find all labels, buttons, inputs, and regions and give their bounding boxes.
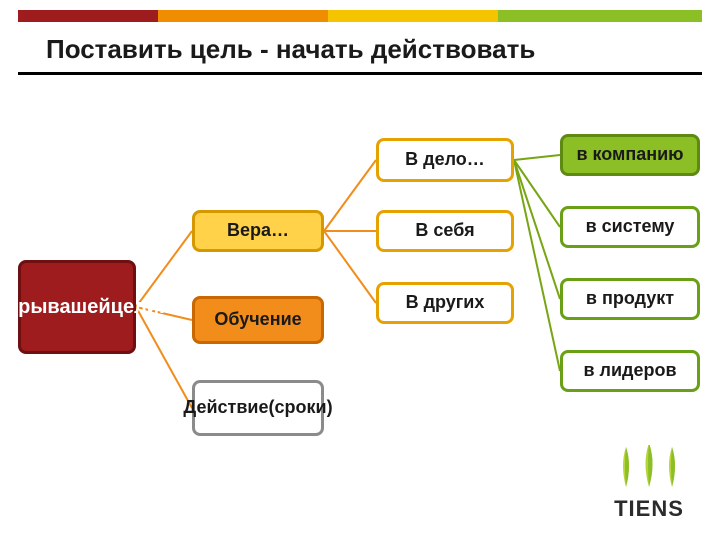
brand-logo: TIENS xyxy=(606,445,692,522)
node-obuch: Обучение xyxy=(192,296,324,344)
node-vdrugih: В других xyxy=(376,282,514,324)
node-vsebya: В себя xyxy=(376,210,514,252)
page-title: Поставить цель - начать действовать xyxy=(46,34,535,65)
edge-vdelo-liderov xyxy=(514,160,560,371)
logo-leaves-icon xyxy=(606,445,692,489)
edge-root-deistv xyxy=(136,307,192,408)
node-liderov: в лидеров xyxy=(560,350,700,392)
stripe-segment-3 xyxy=(498,10,702,22)
stripe-segment-0 xyxy=(18,10,158,22)
stripe-segment-1 xyxy=(158,10,328,22)
node-produkt: в продукт xyxy=(560,278,700,320)
node-sistemu: в систему xyxy=(560,206,700,248)
node-vdelo: В дело… xyxy=(376,138,514,182)
node-deistv: Действие(сроки) xyxy=(192,380,324,436)
stripe-segment-2 xyxy=(328,10,498,22)
node-kompania: в компанию xyxy=(560,134,700,176)
node-root: Опорывашейцели... xyxy=(18,260,136,354)
edge-vera-vdelo xyxy=(324,160,376,231)
edge-vdelo-kompania xyxy=(514,155,560,160)
title-rule xyxy=(18,72,702,75)
edge-vera-vdrugih xyxy=(324,231,376,303)
logo-text: TIENS xyxy=(606,496,692,522)
node-vera: Вера… xyxy=(192,210,324,252)
edge-vdelo-produkt xyxy=(514,160,560,299)
edge-vdelo-sistemu xyxy=(514,160,560,227)
